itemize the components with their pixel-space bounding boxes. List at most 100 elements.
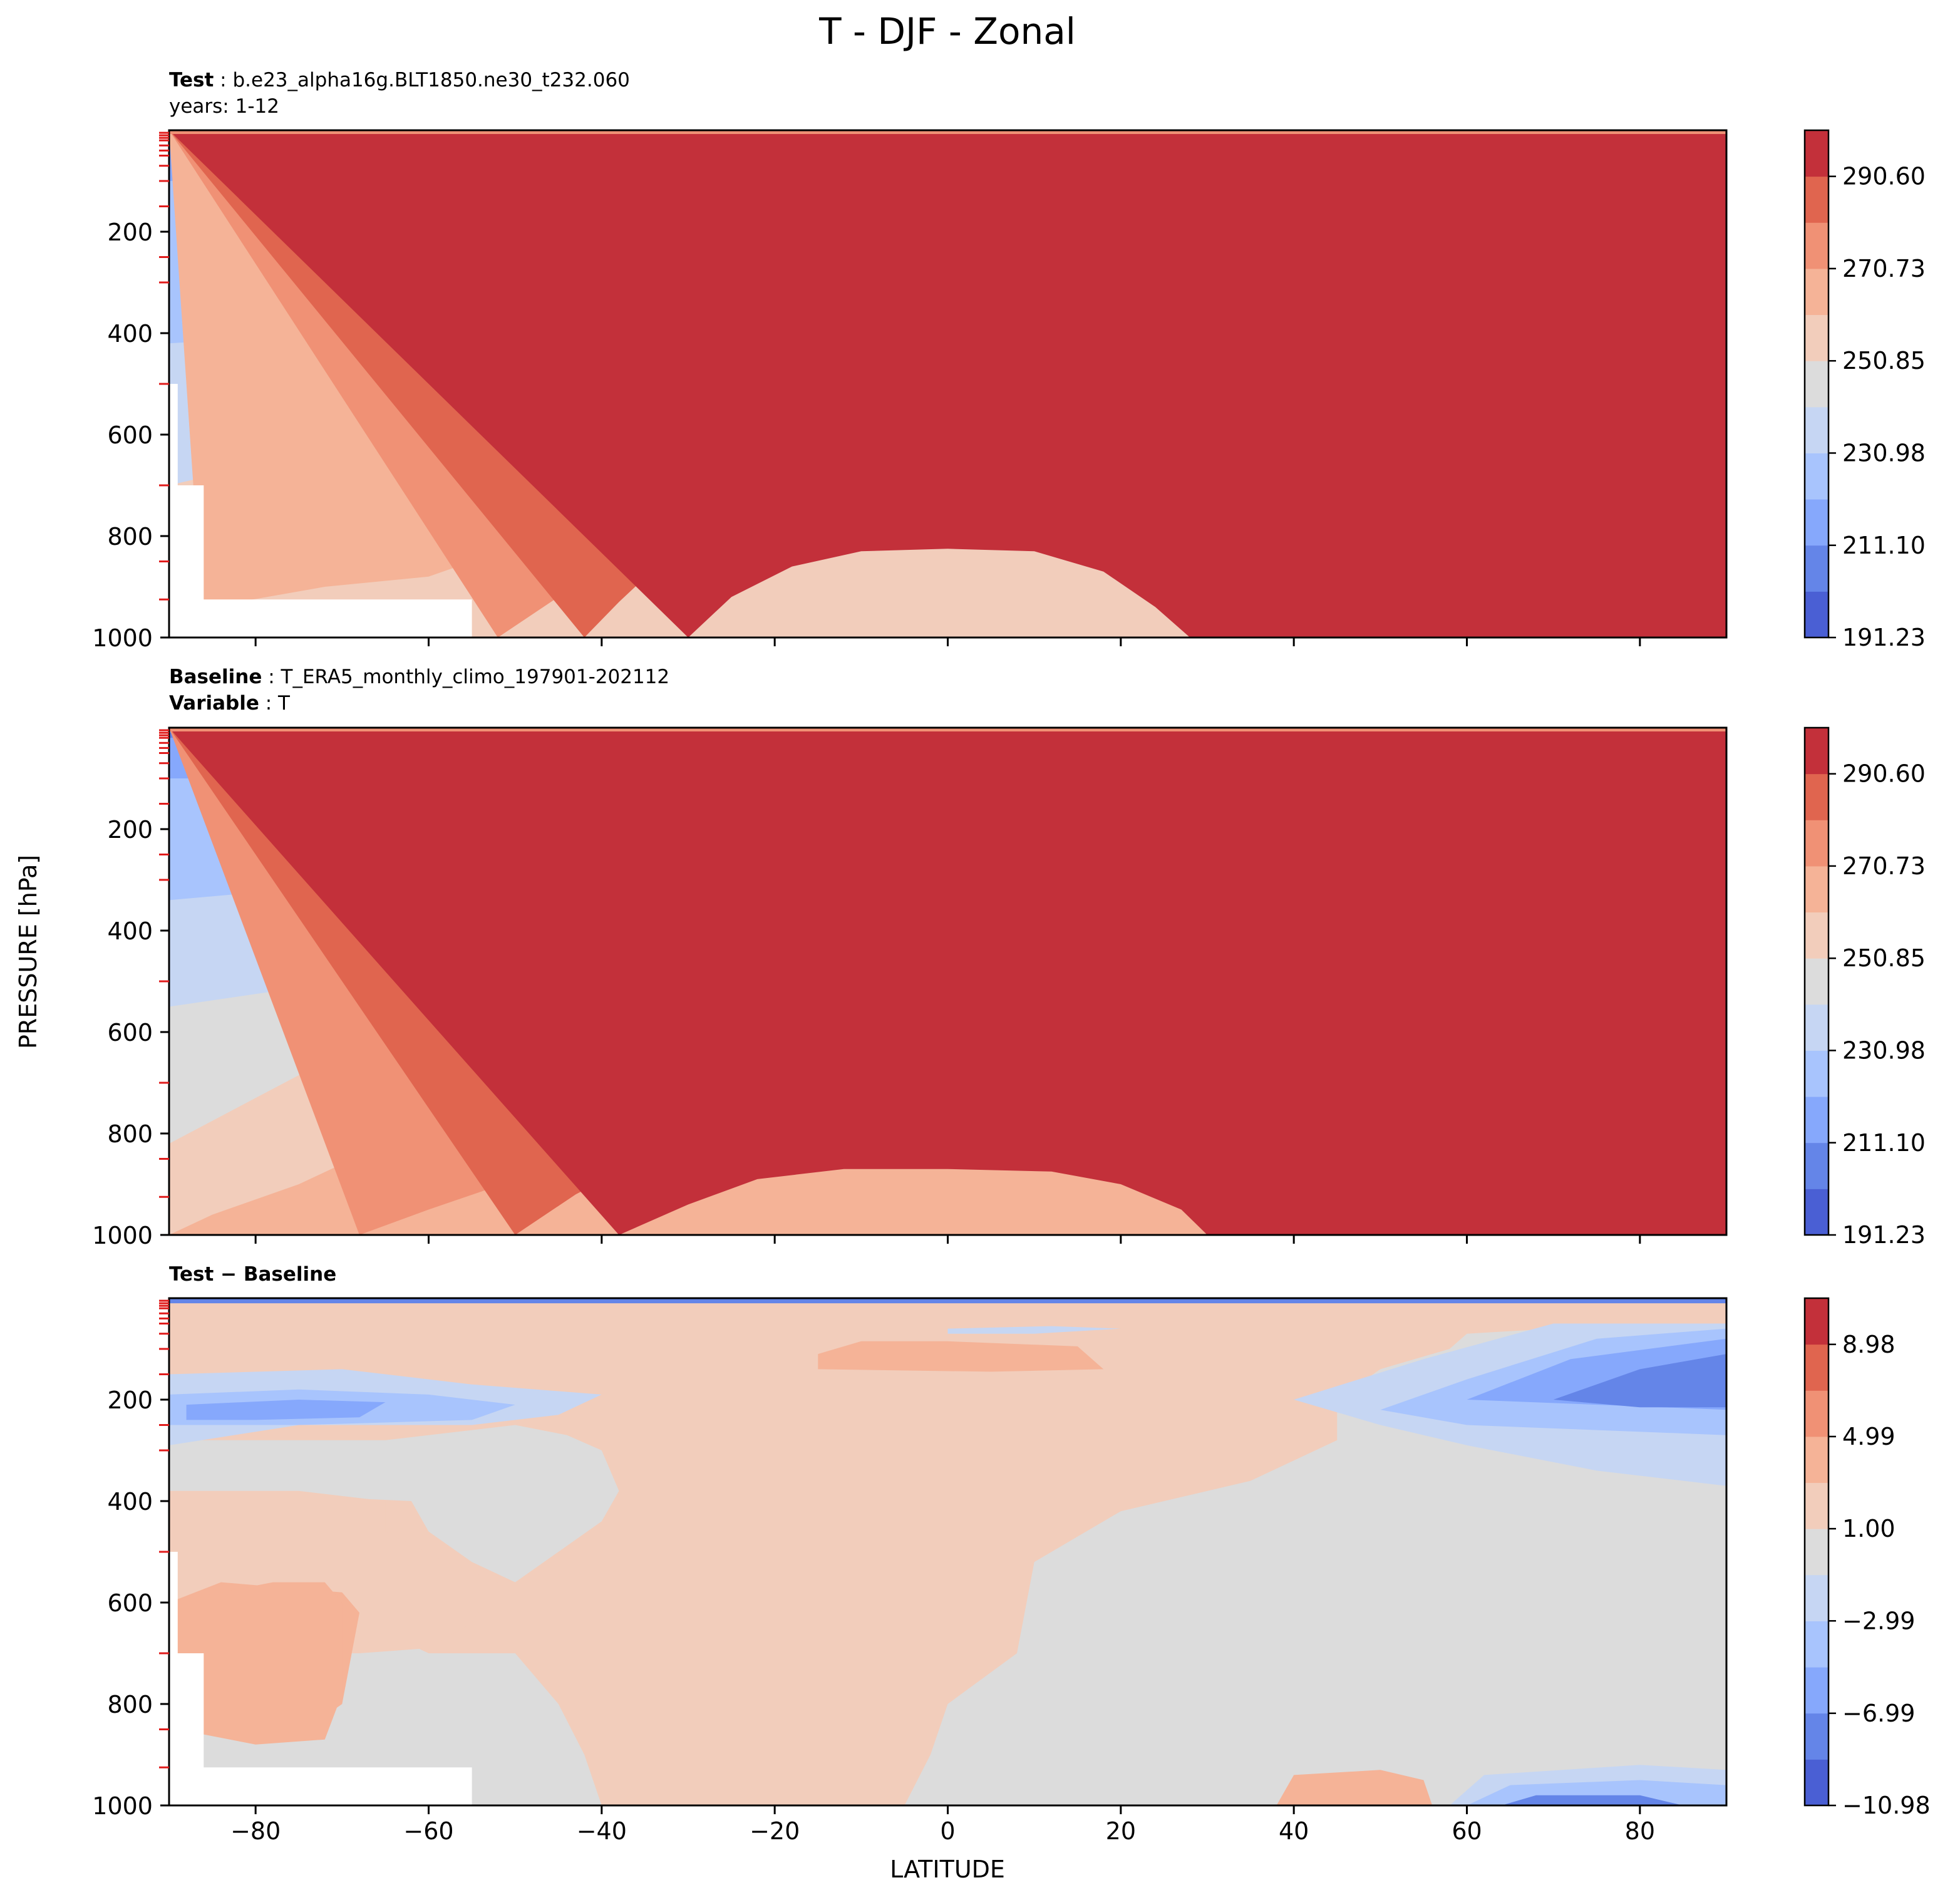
colorbar-segment — [1805, 1713, 1828, 1760]
header-bold: Baseline — [169, 666, 262, 688]
colorbar-segment — [1805, 1574, 1828, 1621]
colorbar-segment — [1805, 1621, 1828, 1668]
x-tick-label: −80 — [230, 1817, 281, 1845]
panel-baseline: 200 400 600 800 1000 Baseline : T_ERA5_monthl… — [92, 666, 1926, 1249]
colorbar-segment — [1805, 1436, 1828, 1484]
panel-header-line: Test − Baseline — [169, 1263, 336, 1286]
x-tick-label: −60 — [403, 1817, 453, 1845]
colorbar-tick-label: −10.98 — [1842, 1792, 1931, 1819]
band-warm-3 — [169, 728, 1726, 1235]
colorbar-tick-label: −2.99 — [1842, 1607, 1915, 1634]
header-bold: Test — [169, 69, 214, 91]
y-tick-label: 800 — [107, 523, 153, 550]
colorbar-tick-label: 4.99 — [1842, 1423, 1896, 1450]
y-tick-label: 600 — [107, 1019, 153, 1046]
x-tick-label: 0 — [940, 1817, 955, 1845]
colorbar-tick-label: 1.00 — [1842, 1515, 1896, 1542]
colorbar-frame — [1803, 1297, 1830, 1807]
panel-header-line: Test : b.e23_alpha16g.BLT1850.ne30_t232.… — [169, 69, 630, 91]
y-tick-label: 200 — [107, 816, 153, 844]
colorbar-tick-label: 250.85 — [1842, 347, 1926, 374]
colorbar-tick-label: 230.98 — [1842, 1036, 1926, 1064]
y-tick-label: 600 — [107, 1589, 153, 1617]
colorbar-segment — [1805, 176, 1828, 223]
colorbar-segment — [1805, 453, 1828, 500]
colorbar-segment — [1805, 1142, 1828, 1189]
header-text: years: 1-12 — [169, 95, 279, 118]
colorbar-frame — [1803, 726, 1830, 1236]
colorbar-segment — [1805, 1482, 1828, 1529]
band-pos-patch-4 — [1276, 1770, 1433, 1805]
band-top-strip — [169, 130, 1726, 134]
y-tick-label: 1000 — [92, 1222, 153, 1249]
band-top-strip — [169, 728, 1726, 731]
y-axis-label: PRESSURE [hPa] — [14, 855, 42, 1049]
band-neg-patch-11 — [947, 1326, 1121, 1334]
colorbar-segment — [1805, 222, 1828, 269]
colorbar: 191.23 211.10 230.98 250.85 270.73 290.60 — [1803, 129, 1926, 651]
colorbar-segment — [1805, 314, 1828, 361]
x-tick-label: 40 — [1279, 1817, 1309, 1845]
colorbar-tick-label: 270.73 — [1842, 255, 1926, 282]
y-tick-label: 400 — [107, 320, 153, 348]
colorbar-segment — [1805, 1759, 1828, 1806]
y-tick-label: 400 — [107, 917, 153, 945]
colorbar-segment — [1805, 361, 1828, 408]
colorbar-tick-label: 211.10 — [1842, 1129, 1926, 1157]
figure-title: T - DJF - Zonal — [818, 10, 1076, 53]
y-tick-label: 400 — [107, 1488, 153, 1515]
y-tick-label: 600 — [107, 421, 153, 449]
x-tick-label: −20 — [750, 1817, 800, 1845]
missing-region — [169, 384, 472, 638]
colorbar-segment — [1805, 1529, 1828, 1576]
header-bold: Test − Baseline — [169, 1263, 336, 1286]
colorbar-segment — [1805, 1298, 1828, 1345]
panel-header-line: years: 1-12 — [169, 95, 279, 118]
colorbar-segment — [1805, 1097, 1828, 1144]
band-neg-patch-3 — [186, 1400, 386, 1420]
colorbar-segment — [1805, 912, 1828, 959]
colorbar-segment — [1805, 1667, 1828, 1714]
header-text: : T — [259, 692, 291, 715]
colorbar-tick-label: 191.23 — [1842, 1221, 1926, 1249]
colorbar-tick-label: 270.73 — [1842, 852, 1926, 880]
y-tick-label: 1000 — [92, 1792, 153, 1820]
band-neg-patch-7 — [1553, 1354, 1726, 1408]
header-text: : b.e23_alpha16g.BLT1850.ne30_t232.060 — [214, 69, 630, 91]
colorbar-tick-label: 290.60 — [1842, 760, 1926, 788]
colorbar-segment — [1805, 958, 1828, 1005]
plot-area — [169, 130, 1726, 638]
colorbar-tick-label: 290.60 — [1842, 163, 1926, 190]
colorbar-tick-label: 191.23 — [1842, 624, 1926, 651]
x-axis-label: LATITUDE — [890, 1856, 1005, 1883]
plot-area — [169, 1298, 1726, 1805]
colorbar-segment — [1805, 1050, 1828, 1097]
colorbar-segment — [1805, 1344, 1828, 1391]
colorbar-frame — [1803, 129, 1830, 639]
panel-header-line: Baseline : T_ERA5_monthly_climo_197901-2… — [169, 666, 669, 688]
band-warm-3 — [169, 130, 1726, 638]
y-tick-label: 200 — [107, 219, 153, 246]
colorbar-segment — [1805, 820, 1828, 867]
y-tick-label: 200 — [107, 1386, 153, 1414]
x-tick-label: −40 — [577, 1817, 627, 1845]
colorbar-segment — [1805, 406, 1828, 453]
y-tick-label: 800 — [107, 1120, 153, 1148]
panel-header-line: Variable : T — [169, 692, 291, 715]
colorbar-segment — [1805, 499, 1828, 546]
colorbar-tick-label: 250.85 — [1842, 944, 1926, 972]
band-neg-patch-10 — [1501, 1795, 1683, 1805]
band-pos-patch-3 — [818, 1341, 1104, 1372]
y-tick-label: 800 — [107, 1691, 153, 1718]
colorbar-segment — [1805, 545, 1828, 592]
x-tick-label: 20 — [1106, 1817, 1136, 1845]
colorbar-segment — [1805, 268, 1828, 316]
colorbar-segment — [1805, 591, 1828, 638]
colorbar-tick-label: 230.98 — [1842, 439, 1926, 467]
colorbar-tick-label: 8.98 — [1842, 1331, 1896, 1358]
header-bold: Variable — [169, 692, 259, 715]
y-tick-label: 1000 — [92, 624, 153, 652]
colorbar-segment — [1805, 865, 1828, 913]
band-neg-patch-0 — [169, 1298, 1726, 1304]
